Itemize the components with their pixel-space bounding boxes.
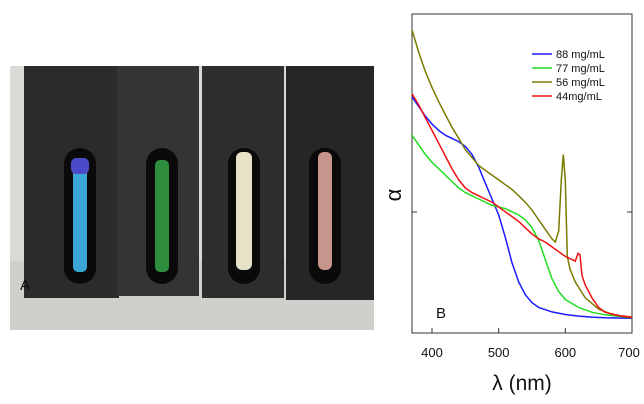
series-line-0 [411,96,633,320]
chart-legend: 88 mg/mL 77 mg/mL 56 mg/mL 44mg/mL [532,49,605,103]
x-tick-label-400: 400 [421,345,443,360]
cuvette-photo-panel: A [10,66,374,330]
legend-label-3: 44mg/mL [556,91,602,103]
photo-panel-label: A [20,277,30,294]
cuvette-pink [318,152,332,270]
cuvette-blue-top [71,158,89,174]
chart-panel-label: B [436,305,446,322]
plot-frame [411,13,633,334]
legend-label-2: 56 mg/mL [556,77,605,89]
legend-label-0: 88 mg/mL [556,49,605,61]
cuvette-photo: A [10,66,374,330]
series-line-2 [411,29,633,319]
y-axis-label: α [381,188,406,201]
absorption-chart-panel: 400 500 600 700 88 mg/mL 77 mg/mL 56 mg/mL 44m… [380,0,644,399]
cuvette-cream [236,152,252,270]
x-axis-label: λ (nm) [492,372,552,395]
x-tick-label-700: 700 [618,345,640,360]
legend-label-1: 77 mg/mL [556,63,605,75]
series-line-1 [411,134,633,318]
absorption-chart: 400 500 600 700 88 mg/mL 77 mg/mL 56 mg/mL 44m… [381,13,640,395]
series-lines [411,29,633,320]
cuvette-blue [73,160,87,272]
x-tick-label-600: 600 [554,345,576,360]
x-tick-group: 400 500 600 700 [421,328,640,360]
x-tick-label-500: 500 [488,345,510,360]
cuvette-green [155,160,169,272]
series-line-3 [411,93,633,318]
